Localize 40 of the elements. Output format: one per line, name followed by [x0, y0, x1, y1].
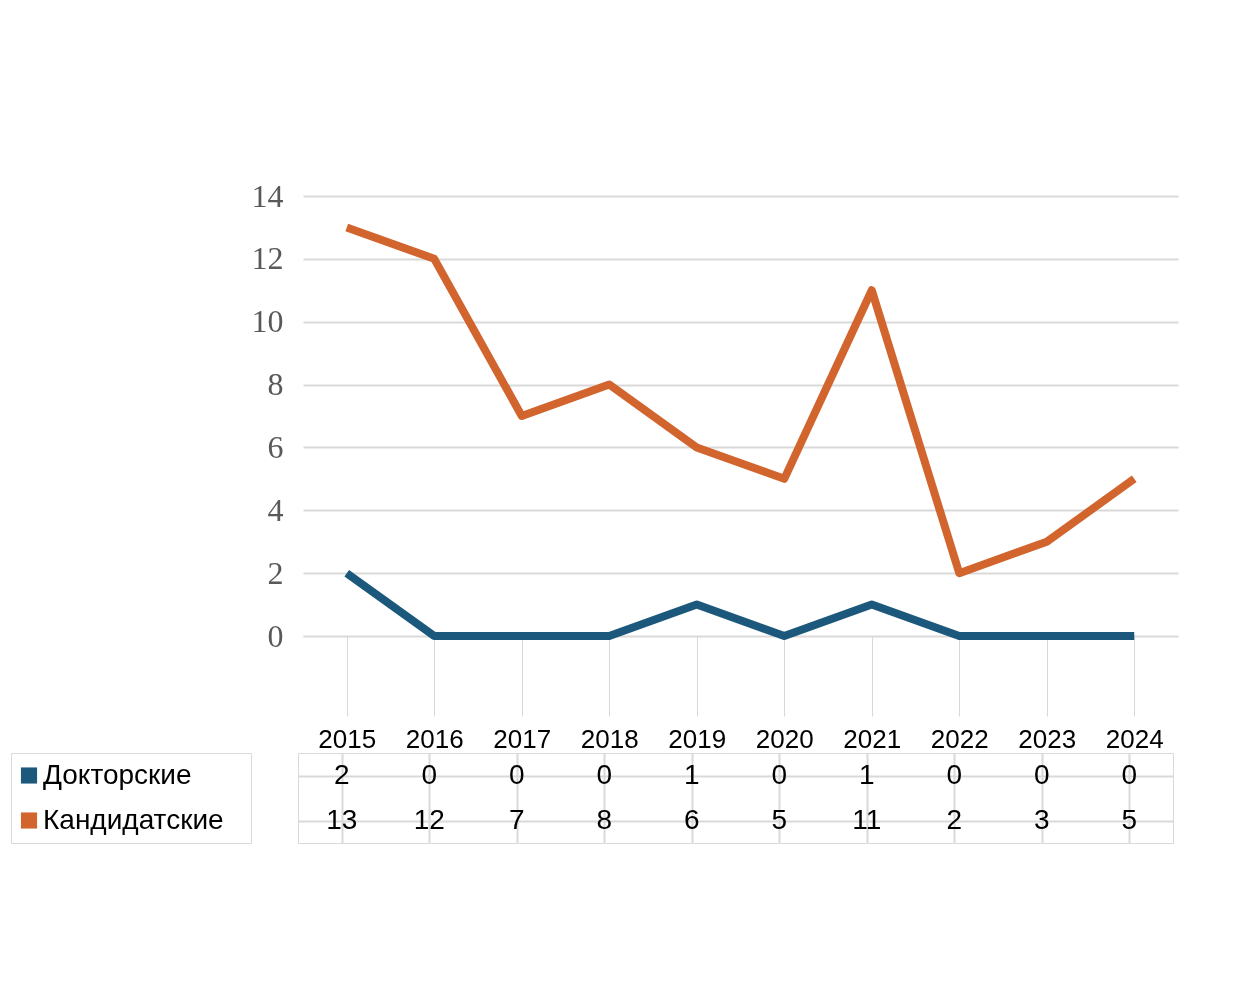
- data-label: 3: [1033, 803, 1050, 835]
- y-tick-label: 14: [251, 177, 284, 214]
- legend-label: Кандидатские: [43, 803, 224, 835]
- x-tick-label: 2021: [843, 723, 902, 754]
- legend-label: Докторские: [43, 758, 192, 790]
- y-tick-label: 8: [267, 366, 284, 403]
- y-tick-label: 2: [267, 554, 284, 591]
- data-label: 2: [333, 758, 350, 790]
- data-label: 5: [1121, 803, 1138, 835]
- y-tick-label: 12: [251, 240, 284, 277]
- x-tick-label: 2015: [318, 723, 377, 754]
- data-label: 0: [596, 758, 613, 790]
- x-tick-label: 2017: [493, 723, 552, 754]
- x-tick-label: 2023: [1018, 723, 1077, 754]
- data-label: 7: [508, 803, 525, 835]
- data-label: 0: [1121, 758, 1138, 790]
- data-label: 6: [683, 803, 700, 835]
- data-label: 8: [596, 803, 613, 835]
- data-label: 12: [413, 803, 445, 835]
- data-label: 0: [771, 758, 788, 790]
- x-tick-label: 2016: [405, 723, 464, 754]
- x-tick-label: 2018: [580, 723, 639, 754]
- y-tick-label: 4: [267, 491, 284, 528]
- data-label: 0: [946, 758, 963, 790]
- data-label: 0: [1033, 758, 1050, 790]
- y-tick-label: 10: [251, 303, 284, 340]
- x-tick-label: 2022: [930, 723, 989, 754]
- data-label: 2: [946, 803, 963, 835]
- data-label: 1: [858, 758, 875, 790]
- data-label: 0: [508, 758, 525, 790]
- x-tick-label: 2024: [1105, 723, 1164, 754]
- data-label: 11: [852, 803, 882, 835]
- x-tick-label: 2020: [755, 723, 814, 754]
- data-label: 0: [421, 758, 438, 790]
- data-label: 5: [771, 803, 788, 835]
- data-label: 13: [326, 803, 358, 835]
- y-tick-label: 0: [267, 617, 284, 654]
- data-label: 1: [683, 758, 700, 790]
- x-tick-label: 2019: [668, 723, 727, 754]
- y-tick-label: 6: [267, 428, 284, 465]
